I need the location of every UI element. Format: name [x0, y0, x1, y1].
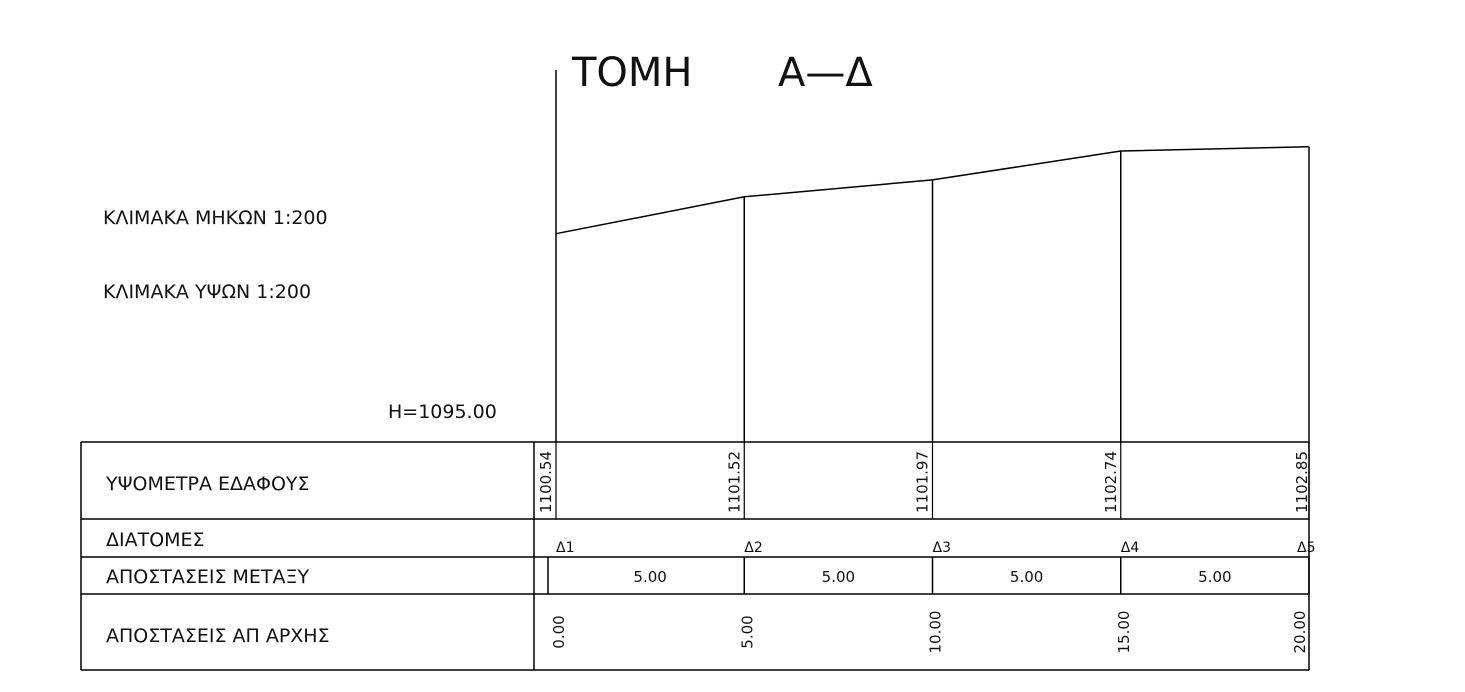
- data-table-grid: [80, 441, 1310, 671]
- row-header-between: ΑΠΟΣΤΑΣΕΙΣ ΜΕΤΑΞΥ: [106, 566, 310, 588]
- row-header-elevations: ΥΨΟΜΕΤΡΑ ΕΔΑΦΟΥΣ: [105, 473, 310, 495]
- elevation-value: 1101.52: [725, 451, 743, 513]
- spacing-value: 5.00: [822, 568, 855, 586]
- cumulative-distance-value: 20.00: [1291, 611, 1309, 654]
- cumulative-distance-value: 0.00: [550, 615, 568, 648]
- row-header-cumulative: ΑΠΟΣΤΑΣΕΙΣ ΑΠ ΑΡΧΗΣ: [106, 625, 330, 647]
- spacing-value: 5.00: [1010, 568, 1043, 586]
- station-label: Δ4: [1121, 540, 1140, 556]
- height-scale-note: ΚΛΙΜΑΚΑ ΥΨΩΝ 1:200: [103, 281, 311, 303]
- station-label: Δ3: [933, 540, 951, 556]
- elevation-value: 1101.97: [914, 451, 932, 513]
- length-scale-note: ΚΛΙΜΑΚΑ ΜΗΚΩΝ 1:200: [103, 207, 328, 229]
- station-label: Δ1: [556, 540, 574, 556]
- ground-line: [555, 146, 1310, 235]
- cumulative-distance-value: 5.00: [738, 615, 756, 648]
- elevation-value: 1102.74: [1102, 451, 1120, 513]
- section-title: ΤΟΜΗ: [571, 50, 693, 96]
- elevation-value: 1100.54: [537, 451, 555, 513]
- spacing-value: 5.00: [1198, 568, 1231, 586]
- cumulative-distance-value: 10.00: [927, 611, 945, 654]
- row-header-sections: ΔΙΑΤΟΜΕΣ: [106, 529, 205, 551]
- section-label: Α—Δ: [778, 50, 873, 96]
- station-label: Δ5: [1297, 540, 1315, 556]
- datum-label: H=1095.00: [388, 401, 497, 423]
- spacing-value: 5.00: [633, 568, 666, 586]
- ground-profile: 1100.54 Δ1 0.00 1101.52 Δ2 5.00 1101.97 Δ3 10.00…: [537, 146, 1315, 654]
- elevation-value: 1102.85: [1293, 451, 1311, 513]
- cumulative-distance-value: 15.00: [1115, 611, 1133, 654]
- station-label: Δ2: [744, 540, 762, 556]
